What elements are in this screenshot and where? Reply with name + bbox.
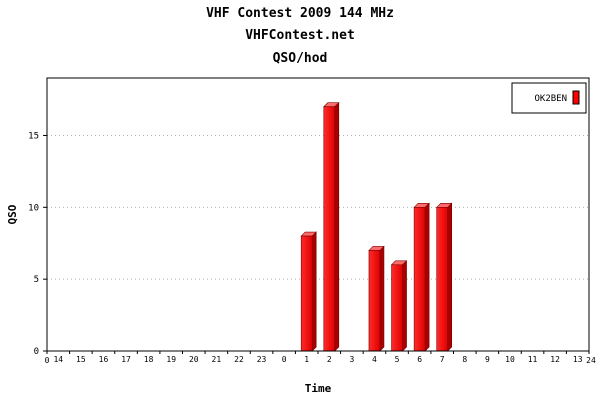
y-axis-label: QSO xyxy=(6,204,19,224)
bar-side xyxy=(311,231,317,352)
bar-side xyxy=(402,260,407,352)
bar-side xyxy=(379,245,385,352)
x-tick-label: 11 xyxy=(528,355,538,364)
bar-front xyxy=(391,264,403,352)
x-tick-label: 9 xyxy=(485,355,490,364)
bar xyxy=(368,245,385,352)
bar-side xyxy=(334,102,340,352)
x-tick-label: 17 xyxy=(121,355,131,364)
x-tick-label: 19 xyxy=(166,355,176,364)
legend-swatch xyxy=(572,90,580,105)
x-axis-label: Time xyxy=(305,382,332,395)
chart-title: VHF Contest 2009 144 MHz xyxy=(206,6,394,21)
bar xyxy=(390,260,408,352)
x-tick-label: 6 xyxy=(417,355,422,364)
x-tick-label: 21 xyxy=(212,355,222,364)
bar-front xyxy=(413,207,426,352)
x-tick-label: 4 xyxy=(372,355,377,364)
x-tick-label: 16 xyxy=(99,355,109,364)
y-tick-label: 5 xyxy=(34,275,39,285)
bar-front xyxy=(436,207,449,352)
bar xyxy=(435,202,453,352)
y-tick-label: 10 xyxy=(28,203,39,213)
x-tick-label: 10 xyxy=(505,355,515,364)
x-tick-label: 0 xyxy=(282,355,287,364)
bar xyxy=(300,231,317,352)
bar xyxy=(413,202,430,352)
chart-subtitle: VHFContest.net xyxy=(245,28,355,43)
x-tick-label: 22 xyxy=(234,355,244,364)
y-tick-label: 15 xyxy=(28,131,39,141)
x-tick-label: 1 xyxy=(304,355,309,364)
x-axis-start-label: 0 xyxy=(45,356,50,365)
bar-side xyxy=(424,202,430,352)
bar-front xyxy=(323,106,336,352)
legend-label: OK2BEN xyxy=(534,94,567,104)
x-axis-end-label: 24 xyxy=(586,356,596,365)
bar-side xyxy=(447,202,453,352)
y-tick-label: 0 xyxy=(34,347,39,357)
plot-frame xyxy=(46,77,590,352)
x-tick-label: 14 xyxy=(53,355,63,364)
x-tick-label: 23 xyxy=(257,355,267,364)
x-tick-label: 7 xyxy=(440,355,445,364)
chart-unit-label: QSO/hod xyxy=(272,51,328,66)
x-tick-label: 3 xyxy=(349,355,354,364)
bar-front xyxy=(300,235,313,352)
x-tick-label: 20 xyxy=(189,355,199,364)
bar-front xyxy=(368,250,381,352)
x-tick-label: 18 xyxy=(144,355,154,364)
x-tick-label: 12 xyxy=(550,355,560,364)
x-tick-label: 8 xyxy=(462,355,467,364)
bar xyxy=(323,102,340,352)
x-tick-label: 13 xyxy=(573,355,583,364)
x-tick-label: 15 xyxy=(76,355,86,364)
x-tick-label: 2 xyxy=(327,355,332,364)
x-tick-label: 5 xyxy=(395,355,400,364)
